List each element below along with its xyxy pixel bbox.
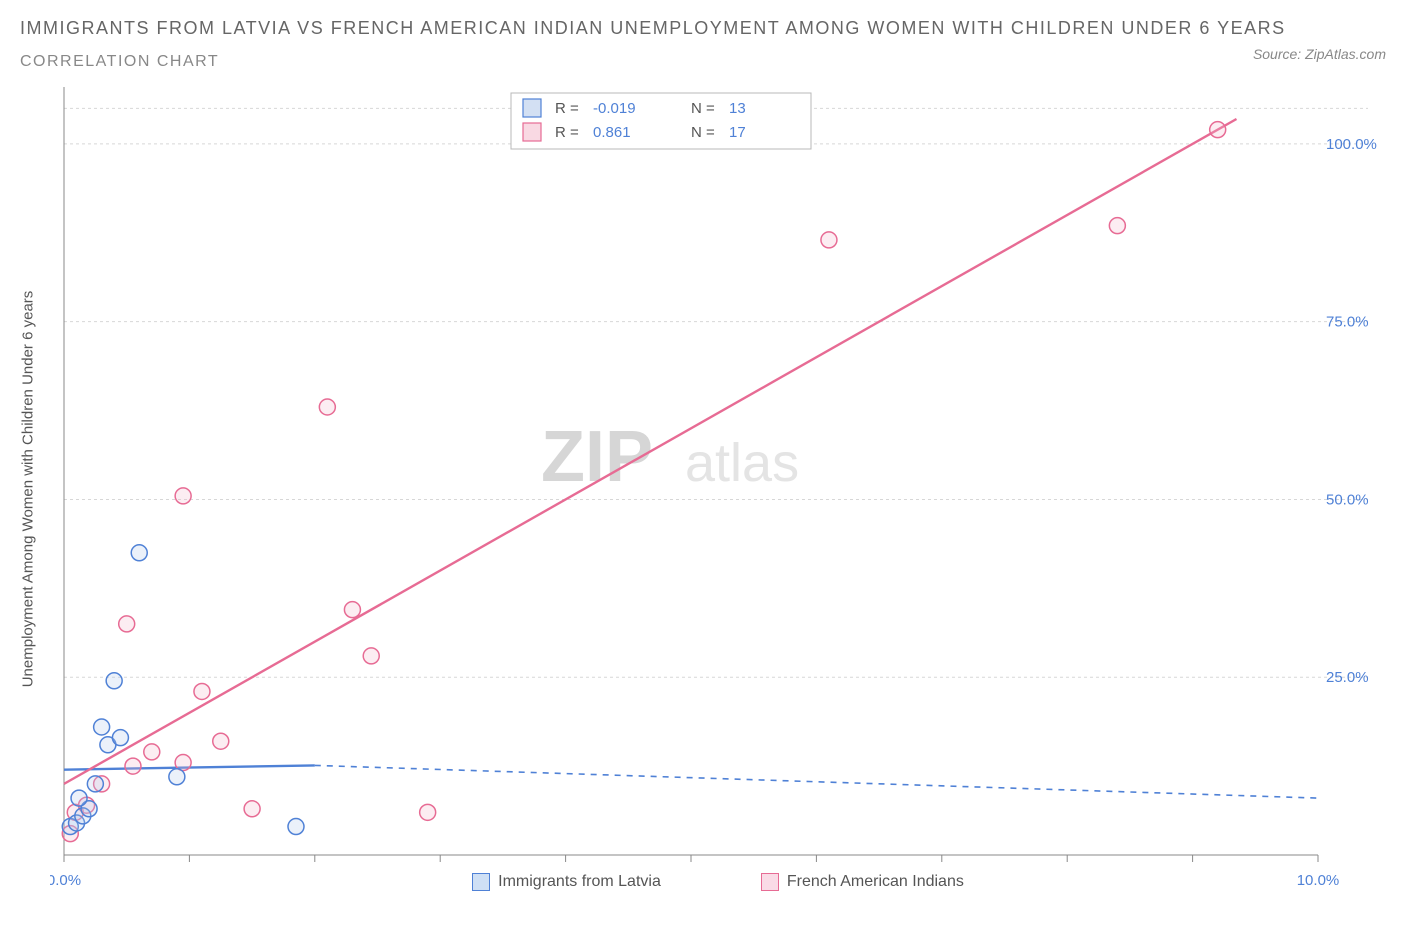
- svg-text:0.0%: 0.0%: [50, 872, 81, 889]
- chart-area: Unemployment Among Women with Children U…: [50, 79, 1386, 899]
- source-name: ZipAtlas.com: [1305, 46, 1386, 62]
- svg-text:25.0%: 25.0%: [1326, 669, 1369, 686]
- correlation-scatter-plot: ZIP atlas 0.0% 10.0% 25.0% 50.0% 75.0% 100.0% R …: [50, 79, 1380, 899]
- svg-text:10.0%: 10.0%: [1297, 872, 1340, 889]
- svg-text:R =: R =: [555, 100, 579, 117]
- chart-title-line1: IMMIGRANTS FROM LATVIA VS FRENCH AMERICA…: [20, 18, 1386, 39]
- svg-text:-0.019: -0.019: [593, 100, 636, 117]
- svg-text:75.0%: 75.0%: [1326, 314, 1369, 331]
- svg-text:17: 17: [729, 124, 746, 141]
- svg-text:atlas: atlas: [685, 433, 799, 493]
- source-credit: Source: ZipAtlas.com: [1253, 46, 1386, 62]
- chart-title-line2: CORRELATION CHART: [20, 53, 1386, 71]
- source-prefix: Source:: [1253, 46, 1305, 62]
- svg-text:50.0%: 50.0%: [1326, 491, 1369, 508]
- chart-header: IMMIGRANTS FROM LATVIA VS FRENCH AMERICA…: [20, 18, 1386, 71]
- svg-text:13: 13: [729, 100, 746, 117]
- svg-text:100.0%: 100.0%: [1326, 136, 1377, 153]
- svg-text:N =: N =: [691, 100, 715, 117]
- svg-text:R =: R =: [555, 124, 579, 141]
- svg-text:N =: N =: [691, 124, 715, 141]
- svg-text:0.861: 0.861: [593, 124, 631, 141]
- y-axis-label: Unemployment Among Women with Children U…: [20, 291, 37, 688]
- svg-text:ZIP: ZIP: [541, 417, 653, 497]
